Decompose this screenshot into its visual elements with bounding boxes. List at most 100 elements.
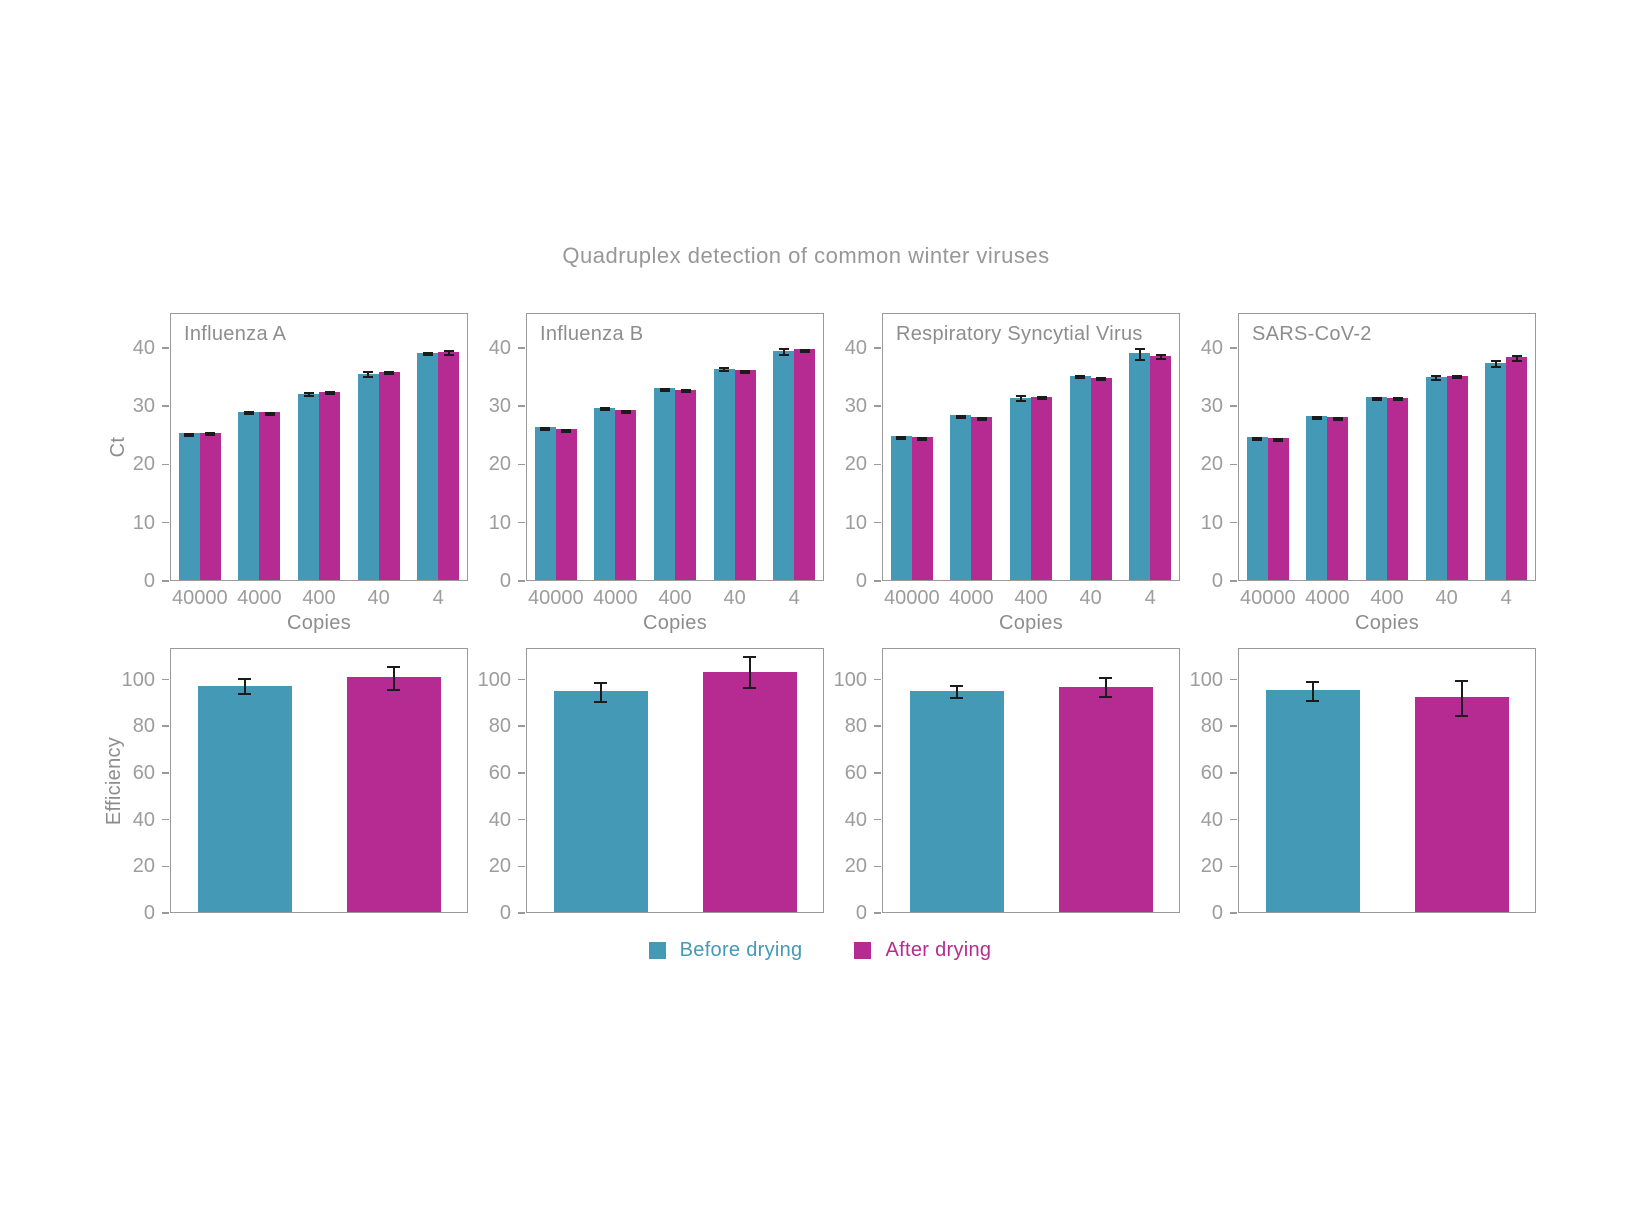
y-tick-label: 100 bbox=[121, 668, 155, 691]
y-tick-mark bbox=[874, 678, 881, 681]
efficiency-error-after-sars-cov-2 bbox=[1455, 679, 1468, 717]
bar-after-respiratory-syncytial-virus-400 bbox=[1031, 397, 1052, 580]
x-tick-label-400: 400 bbox=[1370, 587, 1404, 609]
efficiency-error-after-respiratory-syncytial-virus bbox=[1099, 677, 1112, 699]
bar-after-influenza-b-40 bbox=[734, 370, 756, 580]
error-bar-before-sars-cov-2-40 bbox=[1431, 374, 1442, 381]
error-bar-before-sars-cov-2-400 bbox=[1371, 396, 1382, 401]
y-tick-mark bbox=[162, 678, 169, 681]
bar-before-influenza-b-40000 bbox=[534, 427, 556, 580]
panel-title-respiratory-syncytial-virus: Respiratory Syncytial Virus bbox=[896, 323, 1143, 345]
y-tick-label: 0 bbox=[499, 902, 511, 924]
bar-after-influenza-a-400 bbox=[319, 391, 340, 580]
y-tick-label: 20 bbox=[844, 855, 867, 878]
y-tick-label: 40 bbox=[844, 336, 867, 359]
bar-after-respiratory-syncytial-virus-4000 bbox=[971, 416, 993, 580]
x-tick-label-4: 4 bbox=[1144, 587, 1156, 609]
y-tick-mark bbox=[518, 678, 525, 681]
x-tick-label-40: 40 bbox=[367, 587, 390, 609]
bar-before-influenza-a-40 bbox=[357, 373, 379, 580]
y-axis-label-efficiency: Efficiency bbox=[103, 736, 125, 825]
bar-before-influenza-a-40000 bbox=[178, 433, 200, 580]
y-tick-mark bbox=[874, 865, 881, 868]
bar-after-respiratory-syncytial-virus-40000 bbox=[911, 437, 933, 580]
error-bar-after-influenza-a-400 bbox=[324, 391, 335, 396]
x-axis-label-copies: Copies bbox=[998, 612, 1064, 634]
y-tick-label: 20 bbox=[488, 453, 511, 476]
y-tick-mark bbox=[518, 772, 525, 774]
error-bar-after-respiratory-syncytial-virus-40000 bbox=[917, 437, 928, 442]
y-tick-label: 10 bbox=[132, 511, 155, 534]
bar-after-influenza-a-40000 bbox=[199, 432, 221, 580]
y-tick-mark bbox=[874, 347, 881, 349]
bar-before-respiratory-syncytial-virus-400 bbox=[1010, 397, 1031, 580]
error-bar-after-sars-cov-2-4000 bbox=[1332, 416, 1343, 421]
y-tick-mark bbox=[518, 912, 525, 914]
efficiency-error-before-influenza-b bbox=[594, 681, 607, 703]
x-tick-label-40000: 40000 bbox=[527, 587, 584, 609]
x-tick-label-40000: 40000 bbox=[171, 587, 228, 609]
y-tick-label: 30 bbox=[488, 395, 511, 418]
error-bar-before-respiratory-syncytial-virus-40 bbox=[1075, 374, 1086, 380]
y-tick-label: 40 bbox=[1200, 336, 1223, 359]
y-tick-label: 100 bbox=[477, 668, 511, 691]
y-tick-mark bbox=[874, 818, 881, 821]
bar-after-sars-cov-2-40000 bbox=[1267, 437, 1289, 580]
y-tick-mark bbox=[518, 725, 525, 727]
legend-label-after: After drying bbox=[885, 939, 992, 961]
error-bar-after-influenza-b-40 bbox=[740, 369, 751, 374]
error-bar-after-influenza-a-4000 bbox=[264, 412, 275, 417]
error-bar-before-respiratory-syncytial-virus-4000 bbox=[955, 414, 966, 419]
error-bar-after-sars-cov-2-40000 bbox=[1273, 437, 1284, 442]
x-tick-label-40000: 40000 bbox=[1239, 587, 1296, 609]
y-tick-label: 0 bbox=[499, 570, 511, 592]
error-bar-after-sars-cov-2-400 bbox=[1392, 396, 1403, 401]
efficiency-bar-before-influenza-b bbox=[553, 691, 648, 912]
y-tick-mark bbox=[518, 818, 525, 821]
y-tick-mark bbox=[518, 865, 525, 868]
y-tick-mark bbox=[162, 347, 169, 349]
efficiency-bar-before-respiratory-syncytial-virus bbox=[909, 691, 1004, 912]
efficiency-error-after-influenza-a bbox=[387, 665, 400, 692]
y-tick-label: 80 bbox=[1200, 715, 1223, 738]
bar-after-influenza-a-4 bbox=[438, 351, 460, 580]
bar-before-influenza-a-400 bbox=[298, 393, 319, 580]
x-tick-label-4: 4 bbox=[1500, 587, 1512, 609]
y-tick-label: 0 bbox=[855, 570, 867, 592]
efficiency-bar-before-influenza-a bbox=[197, 685, 292, 912]
y-tick-mark bbox=[518, 463, 525, 466]
y-tick-label: 20 bbox=[132, 855, 155, 878]
y-tick-mark bbox=[1230, 725, 1237, 727]
y-tick-label: 30 bbox=[132, 395, 155, 418]
x-tick-label-400: 400 bbox=[1014, 587, 1048, 609]
bar-before-respiratory-syncytial-virus-40 bbox=[1069, 376, 1091, 580]
y-tick-mark bbox=[1230, 818, 1237, 821]
efficiency-bar-after-sars-cov-2 bbox=[1414, 697, 1509, 912]
efficiency-error-before-sars-cov-2 bbox=[1306, 680, 1319, 702]
efficiency-error-before-influenza-a bbox=[238, 678, 251, 695]
error-bar-before-influenza-b-400 bbox=[659, 387, 670, 392]
x-tick-label-4000: 4000 bbox=[593, 587, 638, 609]
y-tick-label: 40 bbox=[1200, 808, 1223, 831]
panel-title-influenza-a: Influenza A bbox=[184, 323, 287, 345]
y-tick-label: 20 bbox=[488, 855, 511, 878]
y-tick-mark bbox=[162, 580, 169, 582]
y-tick-label: 10 bbox=[488, 511, 511, 534]
bar-before-influenza-a-4000 bbox=[238, 411, 260, 580]
error-bar-before-influenza-b-4 bbox=[778, 347, 789, 357]
bar-before-respiratory-syncytial-virus-4 bbox=[1129, 353, 1151, 580]
y-tick-label: 30 bbox=[844, 395, 867, 418]
error-bar-after-sars-cov-2-40 bbox=[1452, 375, 1463, 380]
bar-before-influenza-b-4 bbox=[773, 351, 795, 580]
error-bar-after-respiratory-syncytial-virus-400 bbox=[1036, 396, 1047, 401]
y-tick-mark bbox=[874, 772, 881, 774]
efficiency-error-after-influenza-b bbox=[743, 656, 756, 689]
y-tick-mark bbox=[1230, 580, 1237, 582]
bar-before-sars-cov-2-40000 bbox=[1246, 437, 1268, 580]
bar-before-influenza-b-40 bbox=[713, 368, 735, 580]
y-tick-mark bbox=[874, 912, 881, 914]
y-tick-mark bbox=[1230, 772, 1237, 774]
bar-after-influenza-b-400 bbox=[675, 390, 696, 580]
y-tick-mark bbox=[162, 725, 169, 727]
y-tick-label: 0 bbox=[855, 902, 867, 924]
